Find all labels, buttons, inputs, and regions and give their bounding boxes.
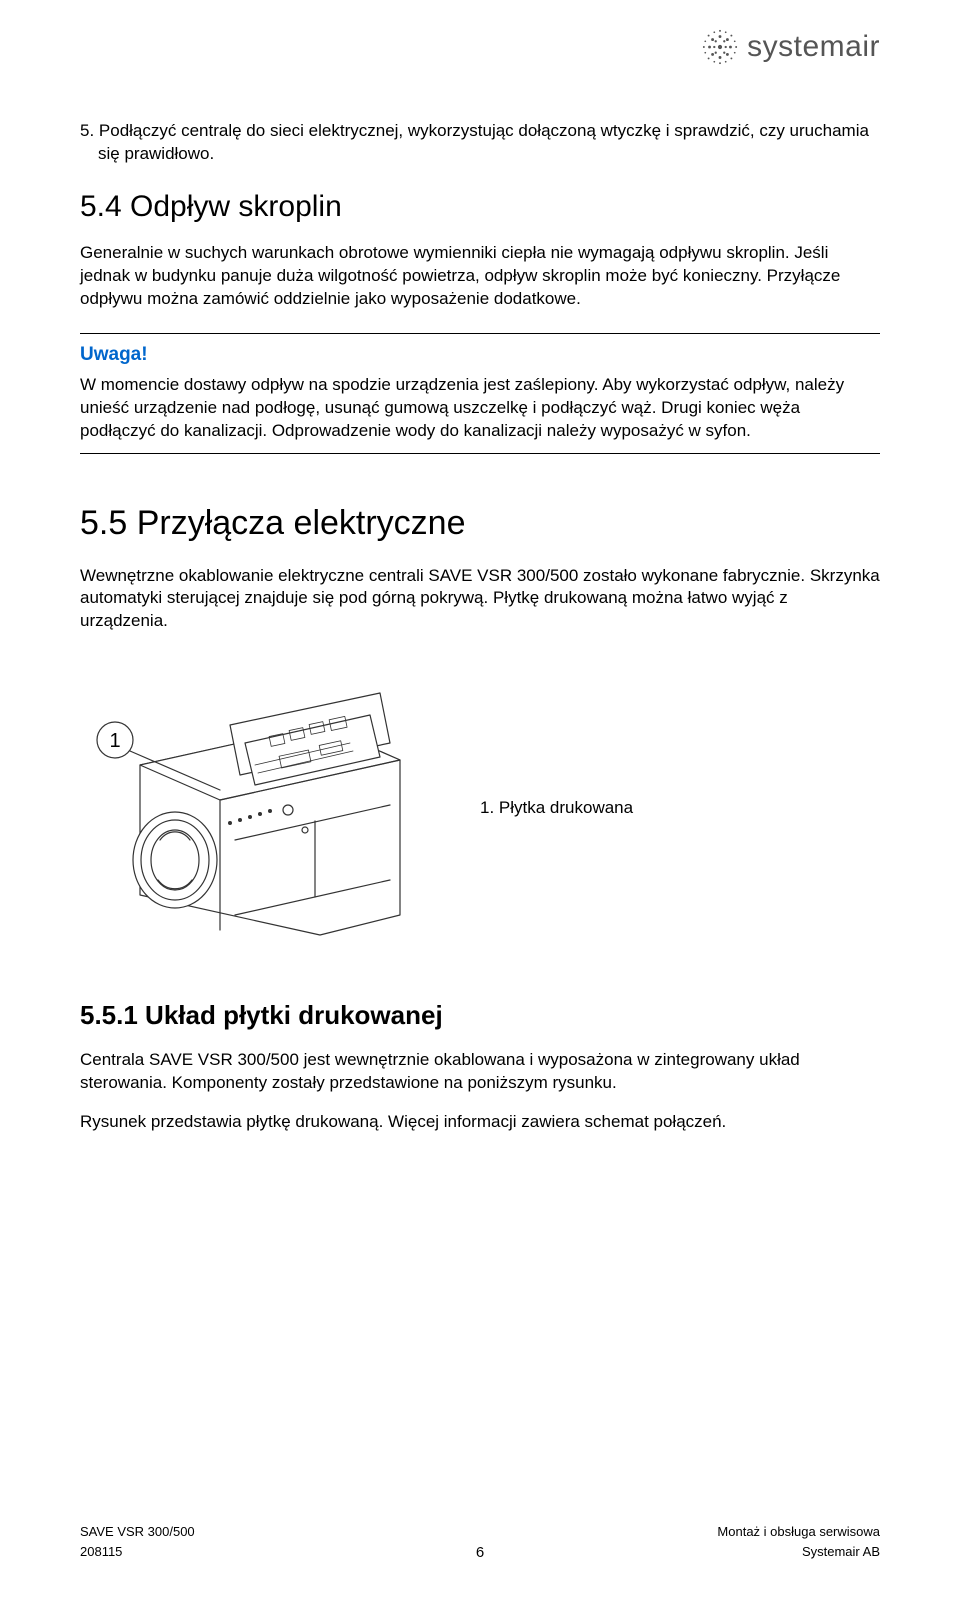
footer-left: SAVE VSR 300/500 208115 xyxy=(80,1522,195,1561)
figure-callout-number: 1 xyxy=(109,730,120,752)
note-rule-bottom xyxy=(80,453,880,454)
paragraph-5-5-1a: Centrala SAVE VSR 300/500 jest wewnętrzn… xyxy=(80,1049,880,1095)
footer-docnum: 208115 xyxy=(80,1542,195,1562)
note-rule-top xyxy=(80,333,880,334)
note-label: Uwaga! xyxy=(80,344,880,366)
page-header: systemair xyxy=(701,28,880,66)
note-block: Uwaga! W momencie dostawy odpływ na spod… xyxy=(80,333,880,454)
footer-doc-title: Montaż i obsługa serwisowa xyxy=(717,1522,880,1542)
heading-5-5-1: 5.5.1 Układ płytki drukowanej xyxy=(80,1000,880,1031)
figure-row: 1 1. Płytka drukowana xyxy=(80,665,880,950)
brand-name: systemair xyxy=(747,30,880,64)
numbered-list-item-5: 5. Podłączyć centralę do sieci elektrycz… xyxy=(80,120,880,166)
footer-right: Montaż i obsługa serwisowa Systemair AB xyxy=(717,1522,880,1561)
paragraph-5-5: Wewnętrzne okablowanie elektryczne centr… xyxy=(80,565,880,634)
page-content: 5. Podłączyć centralę do sieci elektrycz… xyxy=(80,0,880,1134)
heading-5-4: 5.4 Odpływ skroplin xyxy=(80,190,880,224)
footer-company: Systemair AB xyxy=(717,1542,880,1562)
figure-caption: 1. Płytka drukowana xyxy=(480,798,633,818)
brand-logo-icon xyxy=(701,28,739,66)
figure-illustration: 1 xyxy=(80,665,420,950)
paragraph-5-4: Generalnie w suchych warunkach obrotowe … xyxy=(80,242,880,311)
page-footer: SAVE VSR 300/500 208115 6 Montaż i obsłu… xyxy=(80,1522,880,1561)
heading-5-5: 5.5 Przyłącza elektryczne xyxy=(80,504,880,543)
footer-page-number: 6 xyxy=(476,1544,484,1561)
footer-product: SAVE VSR 300/500 xyxy=(80,1522,195,1542)
note-body: W momencie dostawy odpływ na spodzie urz… xyxy=(80,374,880,443)
paragraph-5-5-1b: Rysunek przedstawia płytkę drukowaną. Wi… xyxy=(80,1111,880,1134)
